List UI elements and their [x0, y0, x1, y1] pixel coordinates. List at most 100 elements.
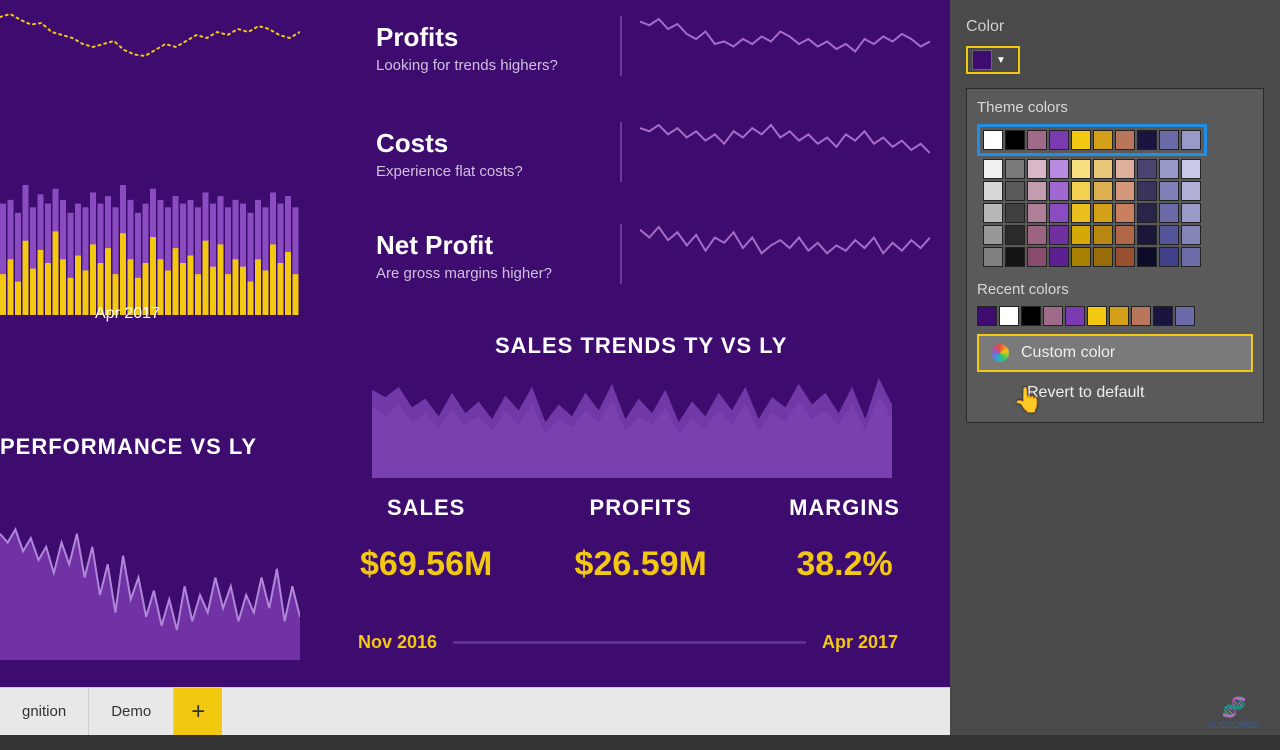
shade-swatch[interactable]	[1005, 225, 1025, 245]
shade-swatch[interactable]	[1181, 247, 1201, 267]
recent-color-swatch[interactable]	[1109, 306, 1129, 326]
shade-swatch[interactable]	[1093, 159, 1113, 179]
kpi-value: $26.59M	[575, 545, 707, 584]
shade-swatch[interactable]	[1049, 159, 1069, 179]
shade-swatch[interactable]	[1137, 203, 1157, 223]
shade-swatch[interactable]	[1159, 159, 1179, 179]
section-title-sales-trends: SALES TRENDS TY VS LY	[495, 333, 787, 359]
shade-swatch[interactable]	[1137, 181, 1157, 201]
shade-swatch[interactable]	[1159, 247, 1179, 267]
color-dropdown[interactable]: ▼	[966, 46, 1020, 74]
theme-color-swatch[interactable]	[1027, 130, 1047, 150]
shade-swatch[interactable]	[1071, 159, 1091, 179]
sparkline-net-profit	[640, 222, 930, 282]
shade-swatch[interactable]	[1071, 247, 1091, 267]
recent-color-swatch[interactable]	[1065, 306, 1085, 326]
shade-swatch[interactable]	[1115, 203, 1135, 223]
recent-colors-label: Recent colors	[977, 281, 1253, 298]
theme-shade-grid	[977, 159, 1253, 267]
theme-color-swatch[interactable]	[1049, 130, 1069, 150]
recent-color-swatch[interactable]	[977, 306, 997, 326]
selected-color-swatch	[972, 50, 992, 70]
area-chart-sales-trends	[372, 378, 892, 478]
kpi-profits: PROFITS $26.59M	[575, 495, 707, 584]
bar-chart-x-label: Apr 2017	[95, 305, 160, 323]
shade-swatch[interactable]	[983, 203, 1003, 223]
date-range-slider[interactable]: Nov 2016 Apr 2017	[358, 632, 898, 653]
shade-swatch[interactable]	[1093, 181, 1113, 201]
revert-to-default-button[interactable]: Revert to default	[977, 374, 1253, 412]
shade-swatch[interactable]	[1181, 203, 1201, 223]
shade-swatch[interactable]	[1005, 203, 1025, 223]
theme-color-swatch[interactable]	[1137, 130, 1157, 150]
tab-gnition[interactable]: gnition	[0, 688, 89, 736]
shade-swatch[interactable]	[1027, 181, 1047, 201]
shade-swatch[interactable]	[1049, 225, 1069, 245]
shade-swatch[interactable]	[1005, 159, 1025, 179]
theme-color-swatch[interactable]	[1093, 130, 1113, 150]
kpi-label: PROFITS	[575, 495, 707, 521]
shade-swatch[interactable]	[983, 225, 1003, 245]
recent-colors-row	[977, 306, 1253, 326]
recent-color-swatch[interactable]	[1175, 306, 1195, 326]
kpi-label: MARGINS	[789, 495, 900, 521]
recent-color-swatch[interactable]	[1131, 306, 1151, 326]
shade-swatch[interactable]	[1005, 247, 1025, 267]
custom-color-label: Custom color	[1021, 344, 1115, 362]
theme-color-swatch[interactable]	[1159, 130, 1179, 150]
tab-bar: gnition Demo +	[0, 687, 950, 735]
shade-swatch[interactable]	[1181, 225, 1201, 245]
shade-swatch[interactable]	[1027, 225, 1047, 245]
shade-swatch[interactable]	[983, 159, 1003, 179]
chevron-down-icon: ▼	[996, 55, 1006, 66]
shade-swatch[interactable]	[1115, 247, 1135, 267]
recent-color-swatch[interactable]	[1087, 306, 1107, 326]
shade-swatch[interactable]	[1027, 159, 1047, 179]
shade-swatch[interactable]	[1093, 203, 1113, 223]
sparkline-dotted	[0, 10, 300, 80]
shade-swatch[interactable]	[983, 181, 1003, 201]
shade-swatch[interactable]	[1071, 181, 1091, 201]
shade-swatch[interactable]	[983, 247, 1003, 267]
shade-swatch[interactable]	[1115, 181, 1135, 201]
shade-swatch[interactable]	[1137, 247, 1157, 267]
shade-swatch[interactable]	[1049, 247, 1069, 267]
custom-color-button[interactable]: Custom color	[977, 334, 1253, 372]
shade-swatch[interactable]	[1159, 203, 1179, 223]
theme-color-swatch[interactable]	[1115, 130, 1135, 150]
kpi-label: SALES	[360, 495, 492, 521]
shade-swatch[interactable]	[1049, 203, 1069, 223]
shade-swatch[interactable]	[1027, 203, 1047, 223]
theme-color-swatch[interactable]	[1071, 130, 1091, 150]
shade-swatch[interactable]	[1027, 247, 1047, 267]
tab-demo[interactable]: Demo	[89, 688, 174, 736]
shade-swatch[interactable]	[1181, 181, 1201, 201]
add-tab-button[interactable]: +	[174, 688, 222, 736]
shade-swatch[interactable]	[1137, 159, 1157, 179]
theme-colors-row	[977, 124, 1207, 156]
recent-color-swatch[interactable]	[1021, 306, 1041, 326]
recent-color-swatch[interactable]	[1043, 306, 1063, 326]
theme-color-swatch[interactable]	[1181, 130, 1201, 150]
format-panel: Color ▼ Theme colors Recent colors Custo…	[950, 0, 1280, 735]
shade-swatch[interactable]	[1005, 181, 1025, 201]
recent-color-swatch[interactable]	[1153, 306, 1173, 326]
shade-swatch[interactable]	[1159, 181, 1179, 201]
shade-swatch[interactable]	[1071, 225, 1091, 245]
kpi-margins: MARGINS 38.2%	[789, 495, 900, 584]
recent-color-swatch[interactable]	[999, 306, 1019, 326]
shade-swatch[interactable]	[1137, 225, 1157, 245]
shade-swatch[interactable]	[1115, 225, 1135, 245]
status-bar	[0, 735, 1280, 750]
shade-swatch[interactable]	[1159, 225, 1179, 245]
shade-swatch[interactable]	[1181, 159, 1201, 179]
shade-swatch[interactable]	[1049, 181, 1069, 201]
metric-divider	[620, 224, 622, 284]
theme-color-swatch[interactable]	[983, 130, 1003, 150]
shade-swatch[interactable]	[1071, 203, 1091, 223]
shade-swatch[interactable]	[1115, 159, 1135, 179]
theme-color-swatch[interactable]	[1005, 130, 1025, 150]
metric-divider	[620, 16, 622, 76]
shade-swatch[interactable]	[1093, 225, 1113, 245]
shade-swatch[interactable]	[1093, 247, 1113, 267]
